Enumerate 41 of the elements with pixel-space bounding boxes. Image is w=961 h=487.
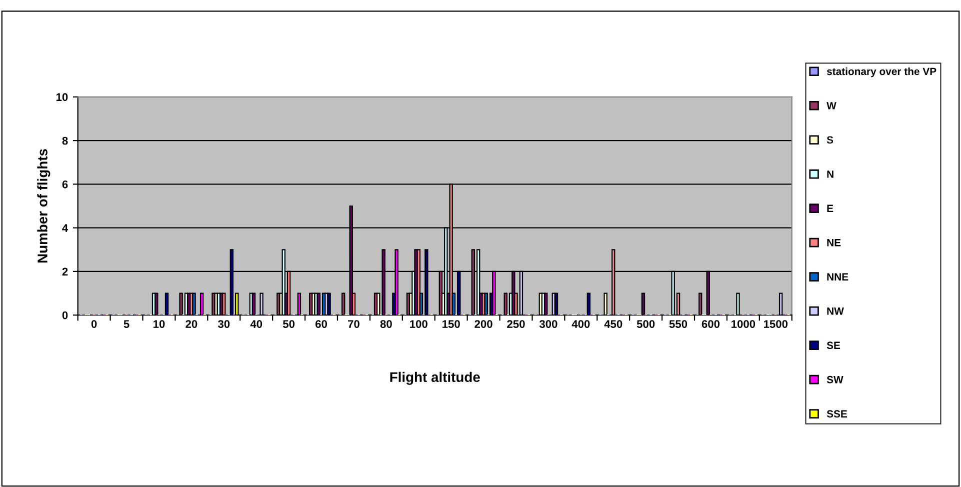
legend-label: NE — [827, 239, 841, 246]
y-axis-title: Number of flights — [37, 149, 50, 263]
x-tick-label: 1500 — [764, 320, 788, 328]
x-tick-label: 500 — [636, 320, 655, 328]
y-tick-label: 8 — [62, 136, 68, 145]
x-tick-label: 100 — [410, 320, 428, 328]
x-tick-label: 10 — [154, 320, 165, 328]
legend-label: SE — [826, 342, 840, 350]
x-tick-label: 250 — [507, 320, 525, 328]
legend-label: N — [827, 170, 834, 178]
x-tick-label: 70 — [348, 320, 360, 328]
x-tick-label: 450 — [604, 320, 622, 328]
x-tick-label: 600 — [702, 320, 720, 328]
x-tick-label: 400 — [572, 320, 590, 328]
x-tick-label: 50 — [282, 320, 295, 328]
legend-label: E — [827, 204, 834, 212]
legend-label: SSE — [826, 410, 847, 418]
y-tick-label: 2 — [62, 268, 68, 276]
x-tick-label: 1000 — [732, 320, 756, 328]
x-tick-label: 5 — [124, 320, 130, 328]
legend-label: NNE — [827, 273, 848, 280]
x-tick-label: 60 — [315, 320, 327, 328]
x-tick-label: 20 — [186, 320, 198, 328]
x-axis-title: Flight altitude — [390, 372, 480, 385]
x-tick-label: 300 — [539, 320, 558, 328]
y-tick-label: 4 — [62, 224, 68, 232]
x-tick-label: 200 — [474, 320, 492, 328]
x-tick-label: 40 — [250, 320, 262, 328]
x-tick-label: 30 — [218, 320, 230, 328]
x-tick-label: 80 — [380, 320, 392, 328]
legend-label: NW — [827, 308, 844, 315]
x-tick-label: 150 — [442, 320, 460, 328]
legend-label: W — [826, 102, 836, 110]
legend-label: stationary over the VP — [826, 67, 936, 78]
x-tick-label: 550 — [669, 320, 688, 328]
y-tick-label: 10 — [56, 93, 68, 102]
x-tick-label: 0 — [91, 320, 97, 328]
legend-label: S — [826, 136, 834, 144]
legend-label: SW — [826, 376, 844, 384]
y-tick-label: 0 — [62, 311, 68, 320]
y-tick-label: 6 — [62, 180, 68, 188]
